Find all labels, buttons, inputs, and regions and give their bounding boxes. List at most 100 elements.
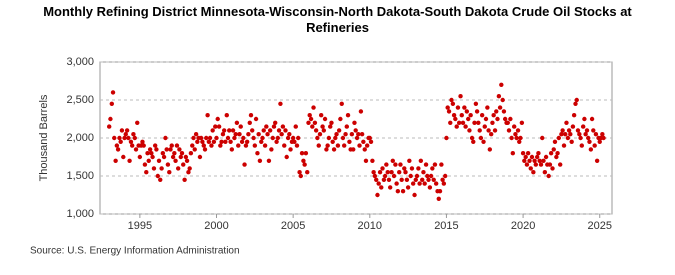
point: [118, 139, 123, 144]
point: [241, 135, 246, 141]
point: [339, 101, 344, 107]
point: [402, 166, 407, 171]
point: [386, 177, 392, 182]
point: [160, 151, 166, 156]
point: [550, 166, 555, 171]
point: [384, 162, 389, 167]
point: [122, 135, 127, 141]
point: [319, 113, 324, 118]
point: [184, 158, 190, 163]
point: [509, 135, 514, 141]
point: [433, 181, 439, 186]
point: [358, 109, 364, 114]
point: [239, 139, 245, 144]
point: [381, 177, 387, 182]
point: [557, 162, 563, 167]
point: [344, 124, 350, 129]
point: [436, 196, 441, 201]
point: [582, 116, 587, 122]
point: [377, 170, 383, 175]
point: [601, 135, 606, 141]
point: [278, 101, 283, 107]
point: [518, 135, 523, 141]
point: [296, 135, 301, 141]
point: [552, 139, 558, 144]
point: [432, 162, 438, 167]
point: [482, 124, 487, 129]
point: [370, 158, 375, 163]
point: [170, 154, 176, 160]
point: [398, 162, 403, 167]
point: [132, 135, 137, 141]
point: [417, 181, 422, 186]
point: [466, 116, 471, 122]
point: [265, 132, 270, 137]
point: [329, 120, 334, 126]
point: [221, 128, 227, 133]
point: [201, 143, 206, 148]
point: [385, 170, 390, 175]
point: [489, 132, 494, 137]
chart-title: Monthly Refining District Minnesota-Wisc…: [43, 4, 632, 35]
point: [453, 116, 458, 122]
point: [178, 154, 183, 160]
point: [577, 132, 582, 137]
point: [247, 120, 252, 126]
point: [514, 135, 519, 141]
point: [468, 113, 473, 118]
point: [483, 116, 489, 122]
point: [502, 116, 508, 122]
point: [137, 154, 143, 160]
point: [425, 173, 430, 179]
point: [179, 151, 185, 156]
point: [423, 162, 429, 167]
point: [364, 143, 370, 148]
point: [380, 166, 385, 171]
point: [443, 173, 448, 179]
source: Source: U.S. Energy Information Administ…: [30, 246, 240, 257]
point: [515, 128, 521, 133]
point: [347, 139, 352, 144]
point: [264, 124, 269, 129]
point: [177, 147, 182, 152]
point: [158, 177, 163, 182]
point: [594, 158, 600, 163]
point: [232, 135, 237, 141]
point: [382, 173, 388, 179]
point: [198, 135, 204, 141]
point: [446, 109, 452, 114]
point: [374, 177, 379, 182]
point: [497, 105, 503, 110]
point: [303, 151, 309, 156]
point: [165, 162, 171, 167]
point: [257, 158, 263, 163]
point: [547, 162, 553, 167]
point: [287, 132, 292, 137]
point: [174, 143, 180, 148]
point: [151, 166, 157, 171]
point: [297, 170, 302, 175]
point: [267, 128, 273, 133]
x-tick-label: 2025: [587, 220, 611, 232]
point: [110, 90, 116, 95]
point: [173, 158, 178, 163]
point: [510, 151, 516, 156]
point: [597, 139, 602, 144]
point: [351, 147, 356, 152]
point: [418, 158, 424, 163]
point: [271, 124, 277, 129]
point: [182, 177, 187, 182]
point: [481, 139, 486, 144]
point: [426, 177, 431, 182]
point: [298, 173, 304, 179]
point: [430, 166, 435, 171]
point: [353, 128, 358, 133]
point: [220, 132, 226, 137]
point: [135, 120, 140, 126]
point: [586, 135, 591, 141]
point: [540, 135, 545, 141]
point: [409, 166, 415, 171]
point: [159, 166, 164, 171]
point: [469, 135, 475, 141]
